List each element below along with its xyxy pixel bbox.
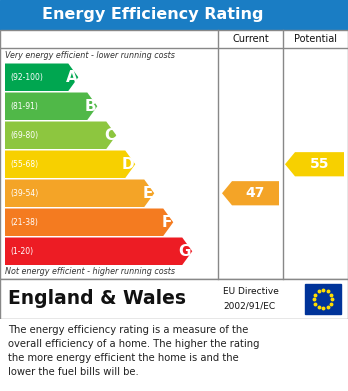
Text: (1-20): (1-20) [10,247,33,256]
Text: (69-80): (69-80) [10,131,38,140]
Text: D: D [122,157,134,172]
Text: Not energy efficient - higher running costs: Not energy efficient - higher running co… [5,267,175,276]
Text: (92-100): (92-100) [10,73,43,82]
Text: G: G [179,244,191,259]
Text: 2002/91/EC: 2002/91/EC [223,302,275,311]
Bar [305,284,341,314]
Polygon shape [5,237,192,265]
Text: (21-38): (21-38) [10,218,38,227]
Text: Current: Current [232,34,269,44]
Text: E: E [143,186,153,201]
Text: B: B [85,99,96,114]
Text: The energy efficiency rating is a measure of the
overall efficiency of a home. T: The energy efficiency rating is a measur… [8,325,260,377]
Text: (81-91): (81-91) [10,102,38,111]
Text: EU Directive: EU Directive [223,287,279,296]
Polygon shape [5,93,97,120]
Text: (39-54): (39-54) [10,189,38,198]
Polygon shape [5,208,173,236]
Text: A: A [65,70,77,85]
Polygon shape [5,179,154,207]
Text: (55-68): (55-68) [10,160,38,169]
Text: F: F [162,215,172,230]
Text: 55: 55 [310,157,329,171]
Text: Potential: Potential [294,34,337,44]
Polygon shape [5,122,116,149]
Text: 47: 47 [246,186,265,200]
Polygon shape [222,181,279,205]
Text: Energy Efficiency Rating: Energy Efficiency Rating [42,7,264,23]
Bar [0,279,348,319]
Polygon shape [285,152,344,176]
Bar [0,0,348,30]
Text: Very energy efficient - lower running costs: Very energy efficient - lower running co… [5,50,175,59]
Text: England & Wales: England & Wales [8,289,186,308]
Bar [0,30,348,279]
Text: C: C [104,128,115,143]
Bar [0,319,348,391]
Polygon shape [5,151,135,178]
Polygon shape [5,63,78,91]
